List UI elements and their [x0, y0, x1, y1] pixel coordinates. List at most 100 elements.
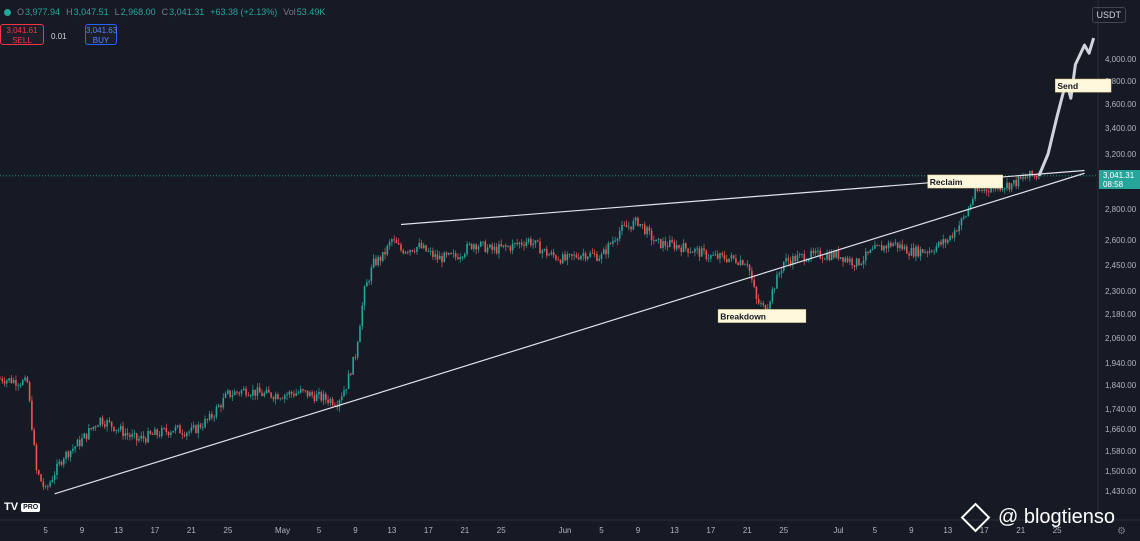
candle-body: [605, 249, 607, 255]
candle-body: [571, 254, 573, 256]
x-tick-label: 9: [636, 526, 641, 535]
candle-body: [577, 257, 580, 260]
tradingview-logo[interactable]: TV PRO: [4, 501, 41, 513]
candle-body: [639, 224, 642, 226]
candle-body: [826, 253, 828, 260]
candle-body: [17, 385, 20, 387]
x-tick-label: 13: [387, 526, 396, 535]
candle-body: [662, 241, 664, 248]
candle-body: [976, 187, 979, 191]
candle-body: [600, 254, 603, 259]
candle-body: [830, 252, 833, 260]
candle-body: [108, 420, 111, 422]
candle-body: [154, 429, 156, 435]
settings-icon[interactable]: ⚙: [1117, 526, 1126, 537]
candle-body: [860, 263, 863, 265]
candle-body: [716, 254, 719, 259]
bar-countdown: 08:58: [1103, 180, 1124, 189]
x-tick-label: Jun: [559, 526, 572, 535]
candle-body: [493, 246, 496, 250]
candle-body: [361, 305, 364, 327]
candle-body: [835, 250, 837, 258]
candle-body: [908, 253, 910, 256]
candle-body: [1003, 188, 1006, 190]
candle-body: [302, 389, 304, 391]
candle-body: [525, 241, 528, 246]
candle-body: [782, 261, 785, 271]
candle-body: [429, 250, 432, 252]
candle-body: [664, 241, 667, 246]
candle-body: [263, 393, 266, 397]
candle-body: [44, 486, 47, 488]
y-tick-label: 2,300.00: [1105, 287, 1137, 296]
candle-body: [960, 218, 963, 226]
candle-body: [530, 238, 532, 246]
candle-body: [580, 255, 582, 260]
candle-body: [598, 258, 601, 261]
candle-body: [543, 248, 546, 251]
candle-body: [896, 242, 899, 248]
watermark-text: @ blogtienso: [998, 506, 1116, 528]
candle-body: [270, 392, 272, 398]
candle-body: [163, 427, 165, 429]
candle-body: [566, 254, 569, 261]
watermark: @ blogtienso: [960, 502, 1116, 533]
candle-body: [377, 256, 380, 266]
x-tick-label: 13: [943, 526, 952, 535]
candle-body: [197, 424, 200, 434]
candle-body: [19, 384, 22, 386]
candle-body: [436, 254, 439, 260]
candle-body: [299, 389, 302, 393]
candle-body: [726, 259, 728, 262]
annotation-box: [717, 309, 807, 323]
candle-body: [295, 393, 297, 396]
candle-body: [885, 245, 888, 249]
candle-body: [678, 245, 680, 248]
candle-body: [325, 393, 327, 400]
currency-selector[interactable]: USDT: [1091, 7, 1126, 23]
candle-body: [903, 246, 906, 249]
buy-price: 3,041.63: [86, 26, 118, 35]
candle-body: [500, 244, 503, 247]
candle-body: [179, 425, 181, 434]
candle-body: [867, 251, 869, 253]
candle-body: [434, 254, 436, 257]
candle-body: [778, 273, 781, 275]
candle-body: [789, 260, 792, 265]
candle-body: [659, 238, 662, 248]
candle-body: [90, 428, 92, 430]
candle-body: [67, 451, 70, 458]
candle-body: [76, 439, 79, 447]
spread-value: 0.01: [51, 32, 67, 41]
candle-body: [473, 244, 475, 250]
candle-body: [643, 224, 646, 235]
candle-body: [819, 250, 822, 259]
close-label: C: [161, 7, 169, 17]
candle-body: [409, 250, 411, 253]
candle-body: [874, 245, 876, 249]
y-tick-label: 1,660.00: [1105, 425, 1137, 434]
candle-body: [31, 400, 33, 430]
candle-body: [343, 390, 345, 397]
candle-body: [311, 392, 313, 396]
candle-body: [274, 394, 277, 400]
candle-body: [192, 425, 195, 428]
candle-body: [621, 225, 623, 231]
candle-body: [942, 239, 945, 245]
candle-body: [575, 254, 578, 258]
buy-button[interactable]: 3,041.63 BUY: [85, 24, 117, 45]
candle-body: [115, 429, 117, 432]
candle-body: [568, 254, 571, 255]
candle-body: [591, 252, 594, 254]
sell-button[interactable]: 3,041.61 SELL: [0, 24, 44, 45]
candle-body: [35, 444, 38, 471]
x-tick-label: 9: [909, 526, 914, 535]
change-value: +63.38 (+2.13%): [210, 7, 278, 17]
candle-body: [94, 426, 97, 428]
candle-body: [450, 252, 452, 254]
candle-body: [3, 381, 6, 384]
candle-body: [427, 251, 430, 252]
candle-body: [138, 438, 140, 441]
candle-body: [42, 481, 45, 487]
